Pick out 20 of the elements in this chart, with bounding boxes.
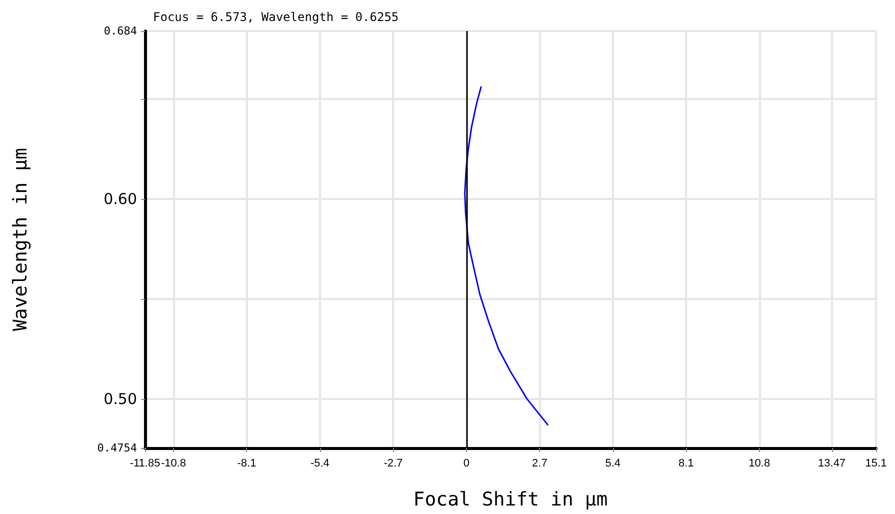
x-tick-label: -2.7: [384, 458, 403, 470]
x-tick-label: 10.8: [748, 458, 770, 470]
x-tick-label: 2.7: [532, 458, 548, 470]
y-tick-label: 0.60: [104, 190, 137, 208]
y-axis-title: Wavelength in µm: [10, 148, 32, 332]
y-tick-label: 0.684: [104, 24, 138, 38]
y-tick-label: 0.4754: [97, 442, 138, 454]
x-tick-label: 13.47: [818, 458, 846, 470]
x-tick-label: 5.4: [605, 458, 621, 470]
x-tick-label: -5.4: [310, 458, 330, 470]
x-tick-label: -8.1: [237, 458, 256, 470]
line-series: [464, 86, 549, 426]
x-tick-label: 15.1: [865, 458, 887, 470]
chart-title: Focus = 6.573, Wavelength = 0.6255: [153, 10, 399, 24]
x-tick-label: 8.1: [678, 458, 694, 470]
x-tick-label: -10.8: [160, 458, 186, 470]
x-tick-label: -11.85: [130, 458, 160, 470]
x-tick-label: 0: [463, 458, 470, 470]
y-tick-label: 0.50: [104, 390, 137, 408]
x-axis-title: Focal Shift in µm: [413, 488, 608, 510]
